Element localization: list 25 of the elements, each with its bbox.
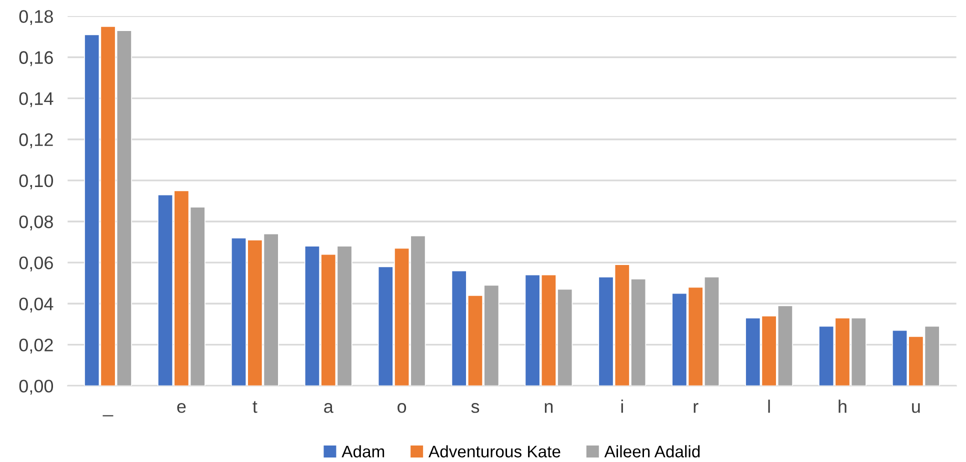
y-tick-label: 0,12 [19,133,53,148]
x-tick-label: i [621,400,623,413]
y-tick-label: 0,10 [19,174,54,190]
x-tick-label: h [838,400,846,413]
x-tick-label: e [177,403,186,413]
x-tick-label: u [912,403,920,413]
x-tick-label: o [398,403,406,413]
y-tick-label: 0,00 [19,380,54,395]
x-tick-label: r [694,403,698,413]
y-tick-label: 0,18 [19,10,53,26]
x-tick-label: n [544,403,553,413]
y-tick-label: 0,08 [19,215,53,230]
y-tick-label: 0,04 [19,298,54,312]
x-tick-label: s [471,403,480,413]
x-tick-label: a [324,403,334,413]
y-tick-label: 0,14 [19,92,54,108]
y-tick-label: 0,16 [19,51,53,66]
y-tick-label: 0,02 [19,338,53,354]
x-tick-label: l [768,400,770,413]
x-tick-label: _ [102,415,114,416]
legend-label: Adam [342,445,384,458]
legend-label: Aileen Adalid [604,445,700,458]
x-tick-label: t [252,401,258,413]
y-tick-label: 0,06 [19,256,53,272]
legend-label: Adventurous Kate [428,445,560,458]
